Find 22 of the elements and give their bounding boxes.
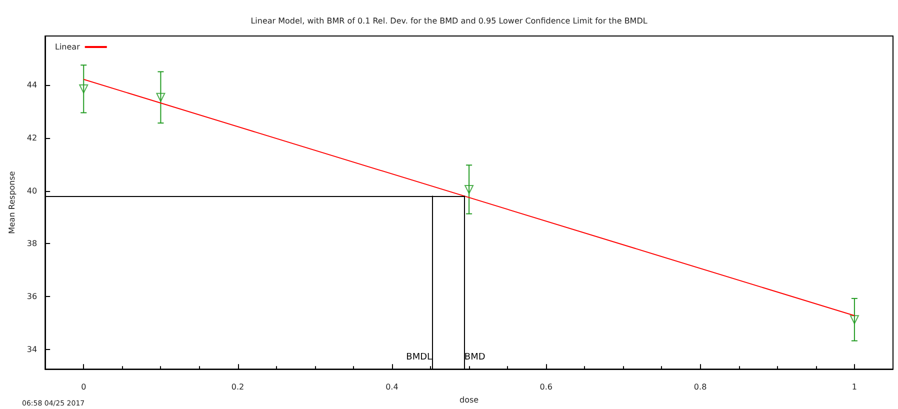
x-axis-title: dose: [460, 396, 479, 404]
point: [464, 184, 474, 194]
y-tick-label: 36: [26, 292, 38, 302]
ref-line-label: BMDL: [406, 352, 432, 363]
point: [79, 84, 88, 94]
ref-line-label: BMD: [464, 352, 486, 363]
y-tick-label: 38: [26, 239, 38, 248]
y-tick-label: 40: [26, 186, 38, 196]
x-tick-label: 0.6: [540, 382, 552, 392]
y-tick-label: 34: [26, 345, 38, 354]
point: [850, 315, 859, 324]
x-tick-label: 0.4: [386, 382, 398, 392]
x-tick-label: 0.8: [694, 382, 707, 392]
x-tick-label: 1: [852, 382, 858, 392]
y-axis-title: Mean Response: [8, 171, 16, 234]
y-tick-label: 44: [26, 80, 38, 90]
chart-title: Linear Model, with BMR of 0.1 Rel. Dev. for the BMD and 0.95 Lower Confidence Limit for the BMDL: [250, 16, 648, 26]
y-tick-label: 42: [26, 133, 38, 142]
point: [156, 92, 166, 102]
x-tick-label: 0: [81, 382, 86, 392]
x-tick-label: 0.2: [231, 382, 244, 392]
legend-label: Linear: [54, 42, 81, 52]
